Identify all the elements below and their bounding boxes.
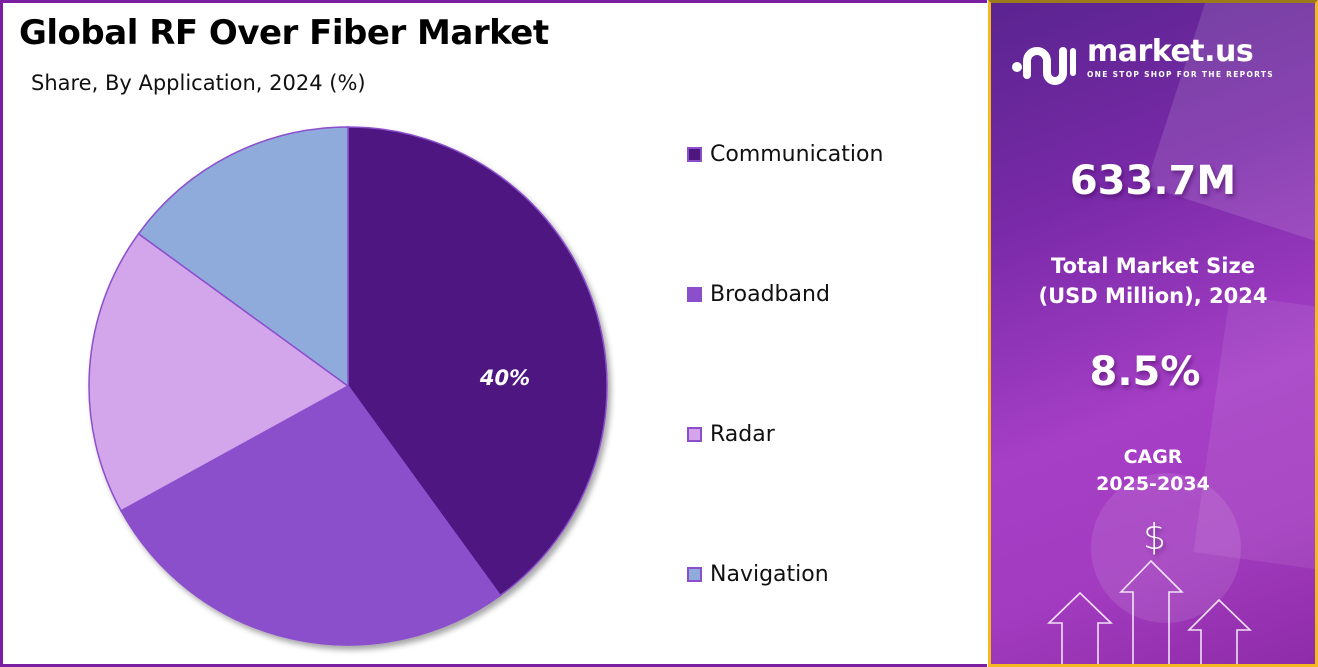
- brand-tagline: ONE STOP SHOP FOR THE REPORTS: [1087, 70, 1274, 79]
- chart-subtitle: Share, By Application, 2024 (%): [31, 71, 366, 95]
- legend-swatch: [687, 287, 702, 302]
- legend-swatch: [687, 567, 702, 582]
- cagr-value: 8.5%: [1089, 349, 1201, 395]
- dollar-icon: $: [1143, 517, 1166, 558]
- legend-label: Navigation: [710, 562, 829, 587]
- pie-chart-svg: 40%: [88, 126, 608, 646]
- pie-slice-communication: [347, 126, 608, 597]
- market-us-logo-icon: [1012, 47, 1076, 85]
- background-cup-shape: [1091, 473, 1241, 623]
- pie-slice-broadband: [120, 385, 502, 646]
- chart-panel: Global RF Over Fiber Market Share, By Ap…: [0, 0, 987, 667]
- market-size-label-line2: (USD Million), 2024: [1038, 284, 1268, 308]
- brand-logo: market.us ONE STOP SHOP FOR THE REPORTS: [1011, 37, 1274, 89]
- legend-label: Broadband: [710, 282, 830, 307]
- cagr-label-line2: 2025-2034: [1096, 473, 1210, 495]
- pie-chart: 40%: [83, 121, 623, 665]
- summary-panel: market.us ONE STOP SHOP FOR THE REPORTS …: [988, 0, 1318, 667]
- growth-arrows-icon: [1047, 559, 1252, 664]
- brand-name: market.us: [1087, 34, 1254, 69]
- chart-title: Global RF Over Fiber Market: [19, 13, 549, 53]
- legend-item-broadband: Broadband: [687, 282, 830, 307]
- legend-label: Radar: [710, 422, 775, 447]
- market-size-value: 633.7M: [1069, 158, 1237, 204]
- pie-slice-navigation: [137, 126, 349, 388]
- legend-item-radar: Radar: [687, 422, 775, 447]
- pie-data-label: 40%: [479, 366, 530, 390]
- legend-swatch: [687, 427, 702, 442]
- legend-label: Communication: [710, 142, 884, 167]
- legend-item-communication: Communication: [687, 142, 883, 167]
- pie-slice-radar: [88, 232, 350, 512]
- market-size-label-line1: Total Market Size: [1051, 254, 1255, 278]
- legend-item-navigation: Navigation: [687, 562, 829, 587]
- legend-swatch: [687, 147, 702, 162]
- cagr-label-line1: CAGR: [1123, 446, 1183, 468]
